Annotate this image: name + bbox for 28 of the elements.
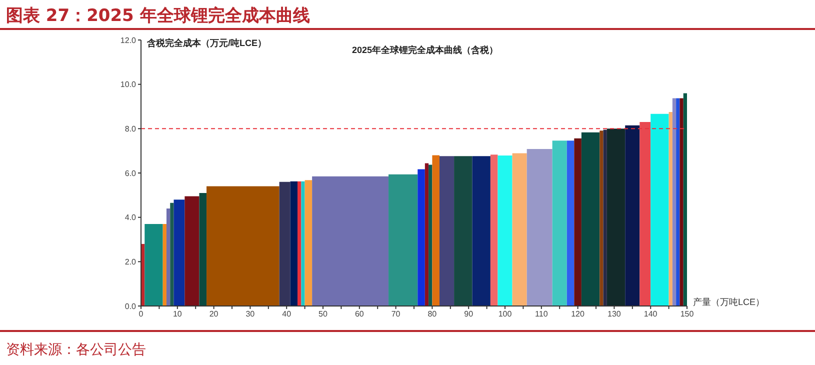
text: 资料来源：各公司公告 [6, 341, 146, 359]
x-tick-label: 40 [282, 310, 292, 319]
y-tick-label: 10.0 [120, 80, 137, 90]
y-tick-label: 12.0 [120, 36, 137, 45]
x-tick-label: 50 [318, 310, 328, 319]
y-tick-label: 8.0 [124, 124, 137, 134]
y-tick-label: 2.0 [124, 258, 137, 267]
y-tick-label: 6.0 [124, 168, 137, 178]
x-tick-label: 20 [209, 310, 219, 319]
x-tick-label: 0 [138, 310, 144, 319]
x-axis-title: 产量（万吨LCE） [693, 296, 765, 309]
x-tick-label: 140 [644, 310, 658, 319]
x-tick-label: 70 [391, 310, 401, 319]
x-tick-label: 60 [354, 310, 364, 319]
chart-title: 图表 27：2025 年全球锂完全成本曲线 [6, 5, 310, 27]
x-tick-label: 130 [608, 310, 622, 319]
x-tick-label: 30 [246, 310, 256, 319]
x-tick-label: 10 [172, 310, 182, 319]
y-tick-label: 4.0 [124, 213, 137, 222]
x-tick-label: 120 [571, 310, 586, 319]
x-tick-label: 80 [428, 310, 438, 319]
x-tick-label: 90 [464, 310, 474, 319]
x-tick-label: 100 [498, 310, 512, 319]
y-tick-label: 0.0 [124, 302, 137, 311]
x-tick-label: 150 [680, 310, 694, 319]
y-axis-title: 含税完全成本（万元/吨LCE） [147, 37, 267, 50]
text: 2025年全球锂完全成本曲线（含税） [350, 44, 500, 57]
x-tick-label: 110 [535, 310, 548, 319]
